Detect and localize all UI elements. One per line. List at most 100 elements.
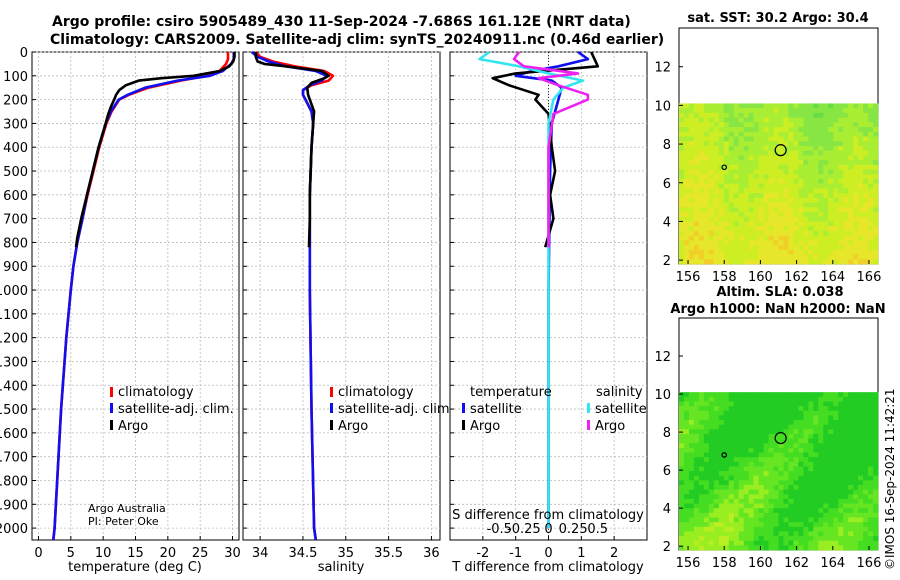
- heatmap-cell: [818, 512, 824, 518]
- heatmap-cell: [873, 461, 879, 467]
- heatmap-cell: [813, 447, 819, 453]
- heatmap-cell: [748, 410, 755, 416]
- heatmap-cell: [708, 179, 715, 185]
- heatmap-cell: [833, 259, 839, 265]
- heatmap-cell: [778, 221, 784, 227]
- heatmap-cell: [813, 145, 819, 152]
- heatmap-cell: [718, 526, 725, 532]
- heatmap-cell: [763, 485, 769, 491]
- heatmap-cell: [778, 179, 784, 185]
- heatmap-cell: [873, 174, 879, 180]
- heatmap-cell: [758, 169, 764, 175]
- legend-label-satellite: satellite-adj. clim.: [338, 402, 454, 417]
- heatmap-cell: [858, 103, 864, 109]
- heatmap-cell: [703, 508, 710, 514]
- heatmap-cell: [768, 131, 774, 137]
- heatmap-cell: [718, 183, 725, 189]
- heatmap-cell: [718, 249, 725, 255]
- heatmap-cell: [758, 494, 764, 500]
- heatmap-cell: [679, 433, 685, 439]
- heatmap-cell: [733, 235, 740, 241]
- heatmap-cell: [828, 108, 834, 114]
- heatmap-cell: [808, 401, 814, 407]
- heatmap-cell: [698, 401, 705, 407]
- heatmap-cell: [873, 392, 879, 398]
- heatmap-cell: [828, 443, 834, 449]
- heatmap-cell: [843, 193, 849, 199]
- heatmap-cell: [813, 207, 819, 213]
- heatmap-cell: [818, 522, 824, 528]
- heatmap-cell: [778, 164, 784, 170]
- heatmap-cell: [743, 447, 750, 453]
- heatmap-cell: [773, 429, 779, 435]
- heatmap-cell: [683, 401, 690, 407]
- heatmap-cell: [848, 108, 854, 114]
- heatmap-cell: [858, 112, 864, 119]
- heatmap-cell: [748, 438, 755, 444]
- heatmap-cell: [718, 415, 725, 421]
- heatmap-cell: [683, 433, 690, 439]
- heatmap-cell: [758, 452, 764, 458]
- heatmap-cell: [783, 240, 789, 246]
- heatmap-cell: [823, 512, 829, 518]
- heatmap-cell: [793, 401, 799, 407]
- heatmap-cell: [793, 179, 799, 185]
- heatmap-cell: [818, 174, 824, 180]
- heatmap-cell: [823, 508, 829, 514]
- heatmap-cell: [683, 424, 690, 430]
- heatmap-cell: [783, 259, 789, 265]
- heatmap-cell: [773, 103, 779, 109]
- heatmap-cell: [728, 494, 735, 500]
- heatmap-cell: [733, 183, 740, 189]
- heatmap-cell: [868, 216, 874, 222]
- heatmap-cell: [723, 526, 730, 532]
- heatmap-cell: [808, 259, 814, 265]
- heatmap-cell: [783, 466, 789, 472]
- heatmap-cell: [768, 475, 774, 481]
- heatmap-cell: [679, 498, 685, 504]
- heatmap-cell: [803, 179, 809, 185]
- heatmap-cell: [773, 420, 779, 426]
- heatmap-cell: [833, 136, 839, 142]
- heatmap-cell: [788, 245, 794, 251]
- heatmap-cell: [679, 420, 685, 426]
- heatmap-cell: [728, 230, 735, 237]
- heatmap-cell: [733, 392, 740, 398]
- heatmap-cell: [688, 212, 695, 218]
- heatmap-cell: [828, 141, 834, 147]
- heatmap-cell: [748, 452, 755, 458]
- heatmap-cell: [708, 169, 715, 175]
- heatmap-cell: [703, 406, 710, 412]
- heatmap-cell: [723, 245, 730, 251]
- heatmap-cell: [713, 508, 720, 514]
- heatmap-cell: [863, 150, 869, 156]
- heatmap-cell: [853, 415, 859, 421]
- heatmap-cell: [783, 235, 789, 241]
- heatmap-cell: [873, 480, 879, 486]
- heatmap-cell: [838, 522, 844, 528]
- heatmap-cell: [798, 433, 804, 439]
- heatmap-cell: [813, 536, 819, 542]
- heatmap-cell: [858, 127, 864, 133]
- heatmap-cell: [868, 179, 874, 185]
- heatmap-cell: [748, 545, 755, 551]
- heatmap-cell: [743, 545, 750, 551]
- heatmap-cell: [703, 443, 710, 449]
- heatmap-cell: [683, 249, 690, 255]
- heatmap-cell: [758, 466, 764, 472]
- y-tick-label: 6: [663, 177, 671, 192]
- heatmap-cell: [858, 122, 864, 128]
- heatmap-cell: [683, 197, 690, 204]
- heatmap-cell: [873, 503, 879, 509]
- heatmap-cell: [763, 443, 769, 449]
- heatmap-cell: [868, 392, 874, 398]
- heatmap-cell: [713, 150, 720, 156]
- heatmap-cell: [803, 447, 809, 453]
- heatmap-cell: [733, 212, 740, 218]
- heatmap-cell: [848, 485, 854, 491]
- heatmap-cell: [868, 155, 874, 161]
- heatmap-cell: [738, 127, 745, 133]
- heatmap-cell: [833, 230, 839, 237]
- heatmap-cell: [848, 254, 854, 260]
- heatmap-cell: [848, 475, 854, 481]
